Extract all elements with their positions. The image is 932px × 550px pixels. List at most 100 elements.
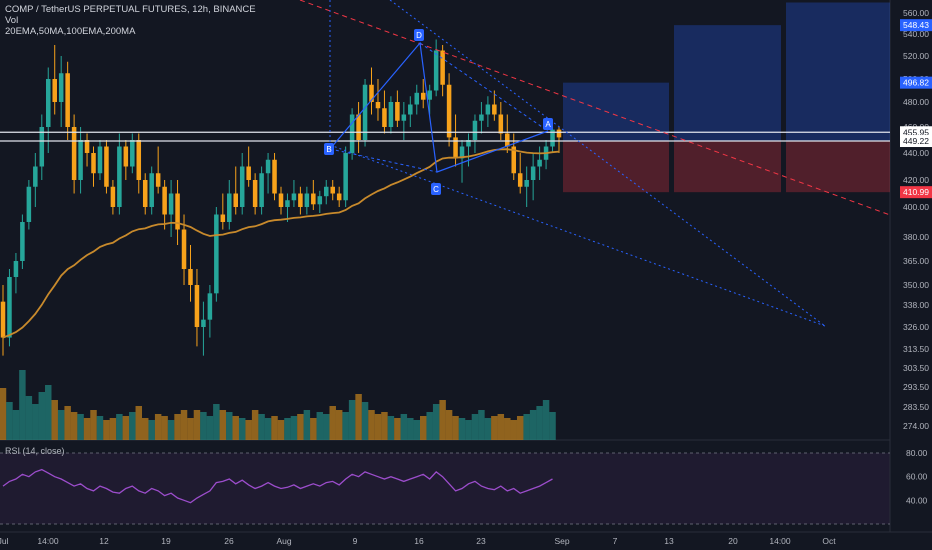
volume-bar [355,394,362,440]
volume-bar [542,400,550,440]
candle-body [265,159,271,174]
volume-bar [142,418,149,440]
candle-body [104,146,109,187]
time-tick-label: 14:00 [37,536,59,546]
candle-body [168,193,174,215]
volume-bar [342,412,349,440]
candle-body [52,79,57,102]
candle-body [194,285,200,327]
position-profit-zone [563,82,669,142]
time-tick-label: 19 [161,536,171,546]
candle-body [130,140,135,167]
candle-body [285,200,290,207]
candle-body [304,193,310,207]
candle-body [110,186,116,207]
time-axis[interactable]: Jul 14:00 12 19 26 Aug 9 16 23 Sep 7 13 20 14:00 Oct [0,536,836,546]
volume-bar [264,418,272,440]
volume-bar [271,416,278,440]
candle-body [272,159,277,194]
volume-bar [154,414,162,440]
time-tick-label: 16 [414,536,424,546]
candle-body [84,140,90,153]
price-tick-label: 338.00 [903,300,929,310]
candle-body [97,146,103,174]
volume-bar [32,404,39,440]
time-tick-label: 7 [613,536,618,546]
volume-bar [116,414,123,440]
pattern-diagonal [329,148,438,173]
candle-body [58,73,64,102]
candle-body [492,104,497,115]
candle-body [375,102,381,109]
volume-bar [400,414,408,440]
candle-body [408,104,413,115]
candle-body [45,79,51,127]
volume-bar [510,420,517,440]
volume-bar [504,418,511,440]
volume-bar [310,418,317,440]
volume-bar [6,402,13,440]
volume-bar [109,418,117,440]
rsi-tick-label: 80.00 [906,448,928,458]
symbol-title[interactable]: COMP / TetherUS PERPETUAL FUTURES, 12h, … [5,4,256,15]
price-label-box [900,186,932,199]
candle-body [414,92,420,105]
harmonic-pattern[interactable]: B D C A [324,29,553,195]
rsi-axis: 80.00 60.00 40.00 [0,448,928,525]
volume-bar [180,410,188,440]
volume-bar [77,414,84,440]
candle-body [427,90,432,100]
price-tick-label: 313.50 [903,344,929,354]
moving-average-series [2,148,560,339]
volume-bar [361,402,369,440]
price-tick-label: 350.00 [903,280,929,290]
candle-body [356,114,361,140]
price-tick-label: 303.50 [903,363,929,373]
volume-bar [323,414,330,440]
drawing-lines[interactable] [0,0,891,327]
rsi-label[interactable]: RSI (14, close) [5,446,65,456]
time-tick-label: 12 [99,536,109,546]
volume-series [0,370,556,440]
time-tick-label: 13 [664,536,674,546]
pattern-point-marker [431,183,441,195]
candle-body [524,180,529,187]
rsi-tick-label: 60.00 [906,472,928,482]
volume-label[interactable]: Vol [5,15,19,26]
ma-indicator-label[interactable]: 20EMA,50MA,100EMA,200MA [5,26,136,37]
candle-body [485,104,491,115]
candle-body [459,146,465,159]
candle-body [91,153,96,174]
candle-body [388,102,394,127]
volume-bar [491,416,498,440]
candle-body [201,319,206,327]
volume-bar [335,410,343,440]
time-tick-label: 9 [353,536,358,546]
volume-bar [245,420,252,440]
candle-body [382,108,387,127]
volume-bar [303,410,311,440]
volume-bar [64,406,71,440]
price-label-box [900,19,932,32]
price-label-text: 455.95 [903,127,929,137]
time-tick-label: Jul [0,536,9,546]
volume-bar [290,416,298,440]
candle-body [453,137,458,159]
candle-body [298,193,303,207]
volume-bar [452,416,459,440]
volume-bar [348,400,356,440]
volume-bar [219,410,227,440]
volume-bar [471,414,479,440]
price-label-text: 449.22 [903,136,929,146]
rsi-line [2,468,553,504]
position-loss-zone [563,141,669,193]
volume-bar [226,412,233,440]
candle-body [227,193,232,222]
volume-bar [238,418,246,440]
candle-body [530,166,536,180]
candle-series [0,39,562,356]
volume-bar [316,412,324,440]
candle-body [395,102,400,121]
